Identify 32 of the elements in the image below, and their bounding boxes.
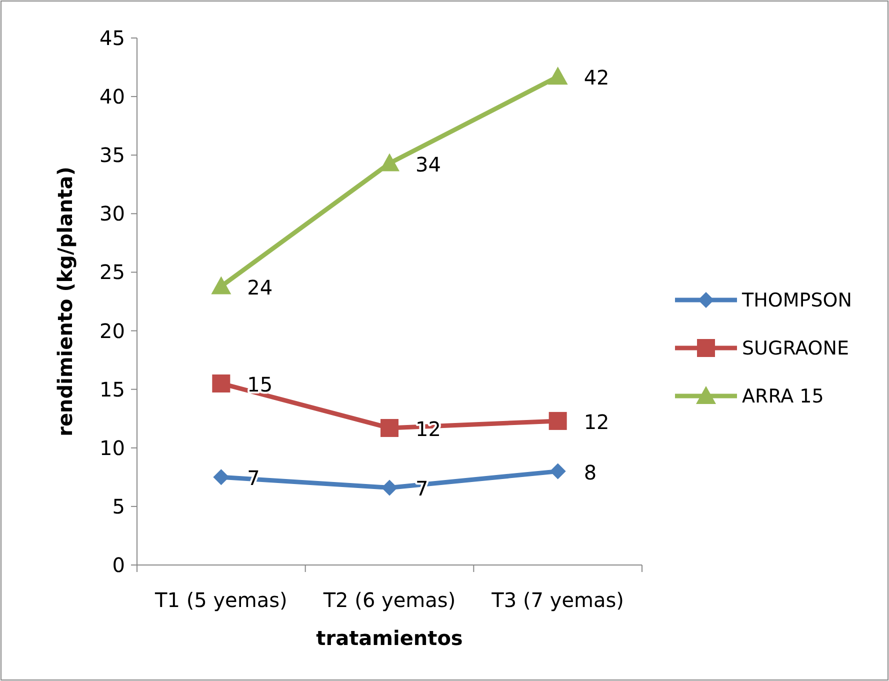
x-tick-label: T2 (6 yemas): [322, 588, 456, 612]
y-tick-label: 45: [100, 26, 125, 50]
point: [212, 374, 230, 392]
y-tick-label: 20: [100, 318, 125, 343]
legend-label: THOMPSON: [741, 290, 852, 312]
y-tick-label: 30: [100, 202, 125, 226]
data-label: 12: [584, 410, 610, 434]
point: [548, 412, 567, 430]
y-axis-title: rendimiento (kg/planta): [53, 166, 77, 436]
x-tick-label: T3 (7 yemas): [490, 588, 624, 612]
legend-label: SUGRAONE: [742, 338, 849, 360]
point: [211, 276, 232, 294]
data-label: 24: [247, 275, 273, 300]
data-label: 34: [416, 152, 441, 176]
y-tick-label: 0: [112, 553, 125, 577]
x-axis-title: tratamientos: [316, 626, 463, 650]
data-label: 42: [584, 66, 610, 90]
y-tick-label: 10: [100, 436, 125, 460]
point: [380, 418, 398, 437]
point: [213, 469, 230, 486]
point: [382, 480, 398, 496]
y-tick-label: 5: [112, 494, 125, 518]
y-tick-label: 15: [100, 377, 125, 402]
x-tick-label: T1 (5 yemas): [154, 588, 288, 612]
data-label: 8: [584, 460, 597, 484]
point: [550, 463, 566, 480]
legend-label: ARRA 15: [742, 386, 824, 408]
data-label: 15: [247, 372, 273, 396]
y-tick-label: 25: [100, 260, 125, 284]
y-tick-label: 35: [100, 143, 125, 168]
y-tick-label: 40: [100, 84, 125, 109]
point: [548, 66, 568, 85]
